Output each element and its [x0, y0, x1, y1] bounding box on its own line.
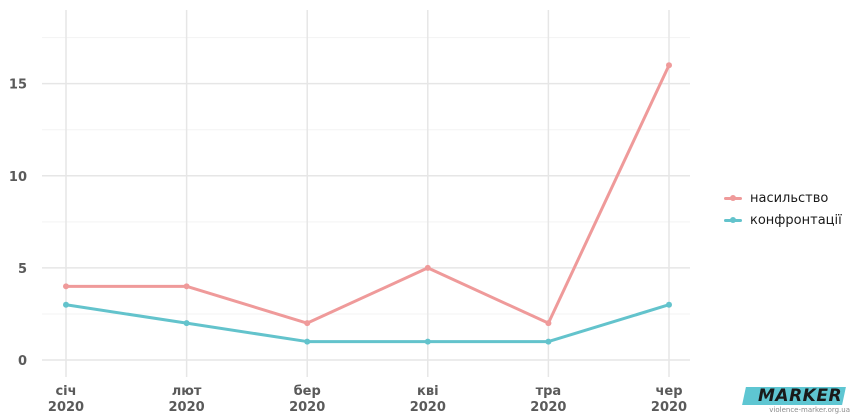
y-axis-ticks: 0 5 10 15: [9, 78, 27, 369]
data-point-1-4: [545, 338, 552, 345]
data-point-0-0: [63, 283, 69, 290]
data-point-1-1: [183, 320, 190, 327]
grid: [42, 10, 690, 377]
legend-dot-confrontation: [730, 217, 736, 223]
y-tick-label: 0: [18, 354, 27, 369]
x-tick-label-year: 2020: [289, 400, 325, 415]
x-tick-label-year: 2020: [169, 400, 205, 415]
legend-item-violence: насильство: [724, 188, 842, 208]
series-group: [63, 62, 672, 345]
legend-dot-violence: [730, 195, 736, 201]
marker-logo: MARKER violence-marker.org.ua: [728, 384, 850, 415]
data-point-1-3: [424, 338, 431, 345]
y-tick-label: 15: [9, 78, 27, 93]
logo-url: violence-marker.org.ua: [769, 406, 850, 414]
legend-key-confrontation: [724, 214, 742, 226]
legend-item-confrontation: конфронтації: [724, 210, 842, 230]
x-tick-label-year: 2020: [530, 400, 566, 415]
x-tick-label-year: 2020: [48, 400, 84, 415]
x-tick-label-month: чер: [655, 384, 682, 399]
y-tick-label: 10: [9, 170, 27, 185]
data-point-0-3: [424, 264, 431, 271]
data-point-1-2: [304, 338, 311, 345]
legend-label-confrontation: конфронтації: [750, 212, 842, 228]
x-tick-label-month: лют: [172, 384, 202, 399]
data-point-0-1: [183, 283, 190, 290]
x-tick-label-year: 2020: [410, 400, 446, 415]
data-point-0-4: [545, 320, 552, 327]
x-tick-label-month: січ: [55, 384, 76, 399]
x-tick-label-month: кві: [417, 384, 439, 399]
data-point-0-5: [666, 62, 672, 69]
x-tick-label-month: тра: [536, 384, 562, 399]
series-line-0: [64, 63, 671, 325]
x-tick-label-year: 2020: [651, 400, 687, 415]
series-line-1: [64, 303, 671, 344]
y-tick-label: 5: [18, 262, 27, 277]
logo-text: MARKER: [758, 386, 843, 406]
data-point-1-5: [666, 301, 672, 308]
x-tick-label-month: бер: [294, 384, 321, 399]
data-point-0-2: [304, 320, 311, 327]
legend-key-violence: [724, 192, 742, 204]
legend: насильство конфронтації: [724, 188, 842, 232]
data-point-1-0: [63, 301, 69, 308]
x-axis-ticks: січ2020лют2020бер2020кві2020тра2020чер20…: [48, 384, 687, 415]
legend-label-violence: насильство: [750, 190, 829, 206]
